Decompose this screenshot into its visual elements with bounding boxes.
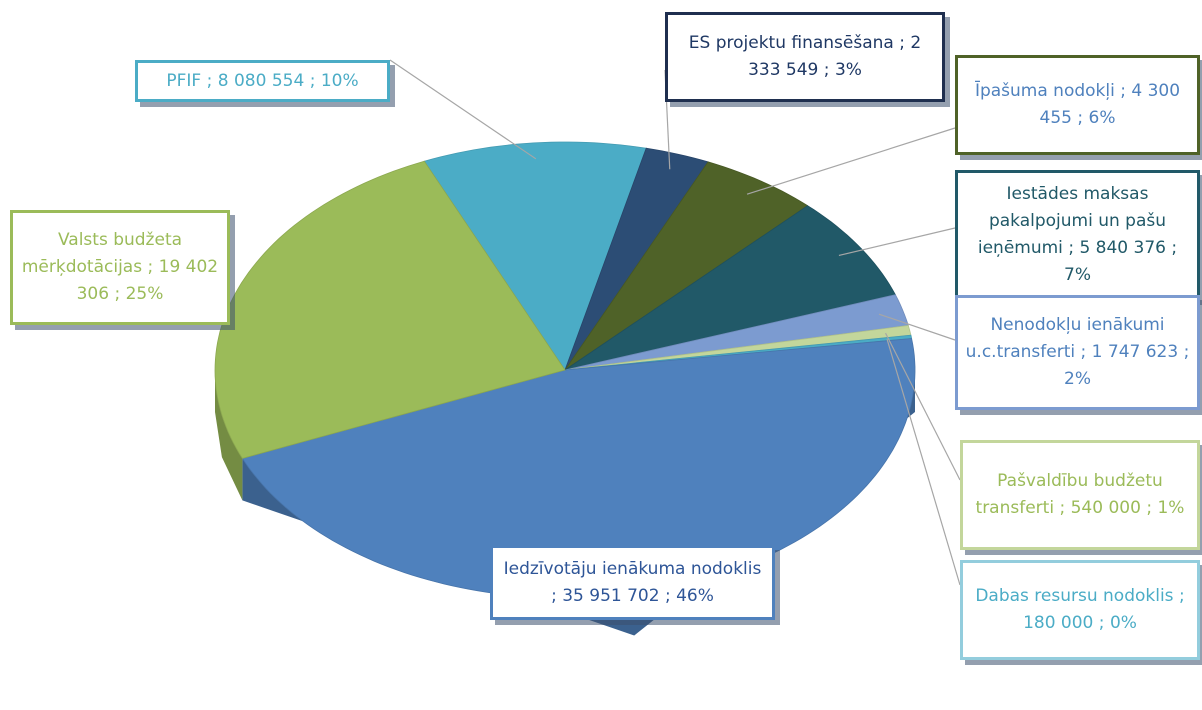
category-name: Nenodokļu ienākumi u.c.transferti xyxy=(965,315,1165,362)
data-label: PFIF ; 8 080 554 ; 10% xyxy=(135,60,390,102)
separator: ; xyxy=(114,284,121,304)
value-label: 2 333 549 xyxy=(748,33,922,80)
data-label: Dabas resursu nodoklis ; 180 000 ; 0% xyxy=(960,560,1200,660)
pie-slice xyxy=(564,205,897,371)
separator: ; xyxy=(1068,238,1075,258)
separator: ; xyxy=(823,60,830,80)
separator: ; xyxy=(1120,81,1126,101)
category-name: Iedzīvotāju ienākuma nodoklis xyxy=(503,558,762,579)
separator: ; xyxy=(1080,342,1087,362)
pie-slice xyxy=(214,160,566,459)
data-label-text: Dabas resursu nodoklis ; 180 000 ; 0% xyxy=(969,583,1191,637)
category-name: ES projektu finansēšana xyxy=(688,33,894,53)
category-name: Valsts budžeta mērķdotācijas xyxy=(21,230,183,277)
category-name: Iestādes maksas pakalpojumi un pašu ieņē… xyxy=(977,184,1167,258)
separator: ; xyxy=(1146,498,1153,518)
data-label-text: Valsts budžeta mērķdotācijas ; 19 402 30… xyxy=(19,227,221,308)
separator: ; xyxy=(551,585,557,606)
category-name: Pašvaldību budžetu transferti xyxy=(975,471,1163,518)
percentage-label: 3% xyxy=(834,60,862,80)
percentage-label: 2% xyxy=(1064,369,1091,389)
separator: ; xyxy=(664,585,671,606)
pie-tops xyxy=(214,141,916,599)
data-label-text: Iedzīvotāju ienākuma nodoklis ; 35 951 7… xyxy=(499,556,766,610)
category-name: Īpašuma nodokļi xyxy=(974,81,1115,101)
separator: ; xyxy=(206,70,213,91)
value-label: 5 840 376 xyxy=(1079,238,1166,258)
separator: ; xyxy=(899,33,905,53)
data-label: Iestādes maksas pakalpojumi un pašu ieņē… xyxy=(955,170,1200,300)
data-label-text: ES projektu finansēšana ; 2 333 549 ; 3% xyxy=(674,30,936,84)
value-label: 19 402 306 xyxy=(76,257,219,304)
separator: ; xyxy=(1098,613,1105,633)
percentage-label: 1% xyxy=(1157,498,1185,518)
data-label-text: Nenodokļu ienākumi u.c.transferti ; 1 74… xyxy=(964,312,1191,393)
pie-slice xyxy=(564,147,709,371)
value-label: 180 000 xyxy=(1023,613,1094,633)
data-label: Iedzīvotāju ienākuma nodoklis ; 35 951 7… xyxy=(490,545,775,620)
data-label-text: Iestādes maksas pakalpojumi un pašu ieņē… xyxy=(964,181,1191,289)
value-label: 1 747 623 xyxy=(1091,342,1179,362)
percentage-label: 7% xyxy=(1064,265,1091,285)
data-label: ES projektu finansēšana ; 2 333 549 ; 3% xyxy=(665,12,945,102)
data-label: Īpašuma nodokļi ; 4 300 455 ; 6% xyxy=(955,55,1200,155)
percentage-label: 25% xyxy=(125,284,164,304)
data-label: Nenodokļu ienākumi u.c.transferti ; 1 74… xyxy=(955,295,1200,410)
separator: ; xyxy=(1059,498,1066,518)
leader-line xyxy=(885,332,961,481)
data-label-text: Pašvaldību budžetu transferti ; 540 000 … xyxy=(969,468,1191,522)
data-label-text: Īpašuma nodokļi ; 4 300 455 ; 6% xyxy=(964,78,1191,132)
value-label: 4 300 455 xyxy=(1039,81,1181,128)
leader-line xyxy=(838,227,956,257)
leader-line xyxy=(878,313,956,341)
leader-line xyxy=(886,338,961,586)
leader-line xyxy=(389,59,537,160)
separator: ; xyxy=(1077,108,1084,128)
data-label: Pašvaldību budžetu transferti ; 540 000 … xyxy=(960,440,1200,550)
leader-line xyxy=(746,127,956,195)
separator: ; xyxy=(1183,342,1190,362)
percentage-label: 46% xyxy=(676,585,714,606)
percentage-label: 6% xyxy=(1088,108,1116,128)
separator: ; xyxy=(1178,586,1185,606)
category-name: Dabas resursu nodoklis xyxy=(975,586,1174,606)
separator: ; xyxy=(1171,238,1178,258)
pie-slice xyxy=(423,141,647,371)
value-label: 540 000 xyxy=(1070,498,1141,518)
pie-slice-side xyxy=(215,370,243,501)
value-label: 8 080 554 xyxy=(217,70,305,91)
value-label: 35 951 702 xyxy=(562,585,660,606)
data-label: Valsts budžeta mērķdotācijas ; 19 402 30… xyxy=(10,210,230,325)
percentage-label: 10% xyxy=(320,70,359,91)
data-label-text: PFIF ; 8 080 554 ; 10% xyxy=(166,68,358,95)
percentage-label: 0% xyxy=(1109,613,1137,633)
pie-slice xyxy=(564,161,809,371)
separator: ; xyxy=(309,70,316,91)
category-name: PFIF xyxy=(166,70,202,91)
separator: ; xyxy=(147,257,154,277)
